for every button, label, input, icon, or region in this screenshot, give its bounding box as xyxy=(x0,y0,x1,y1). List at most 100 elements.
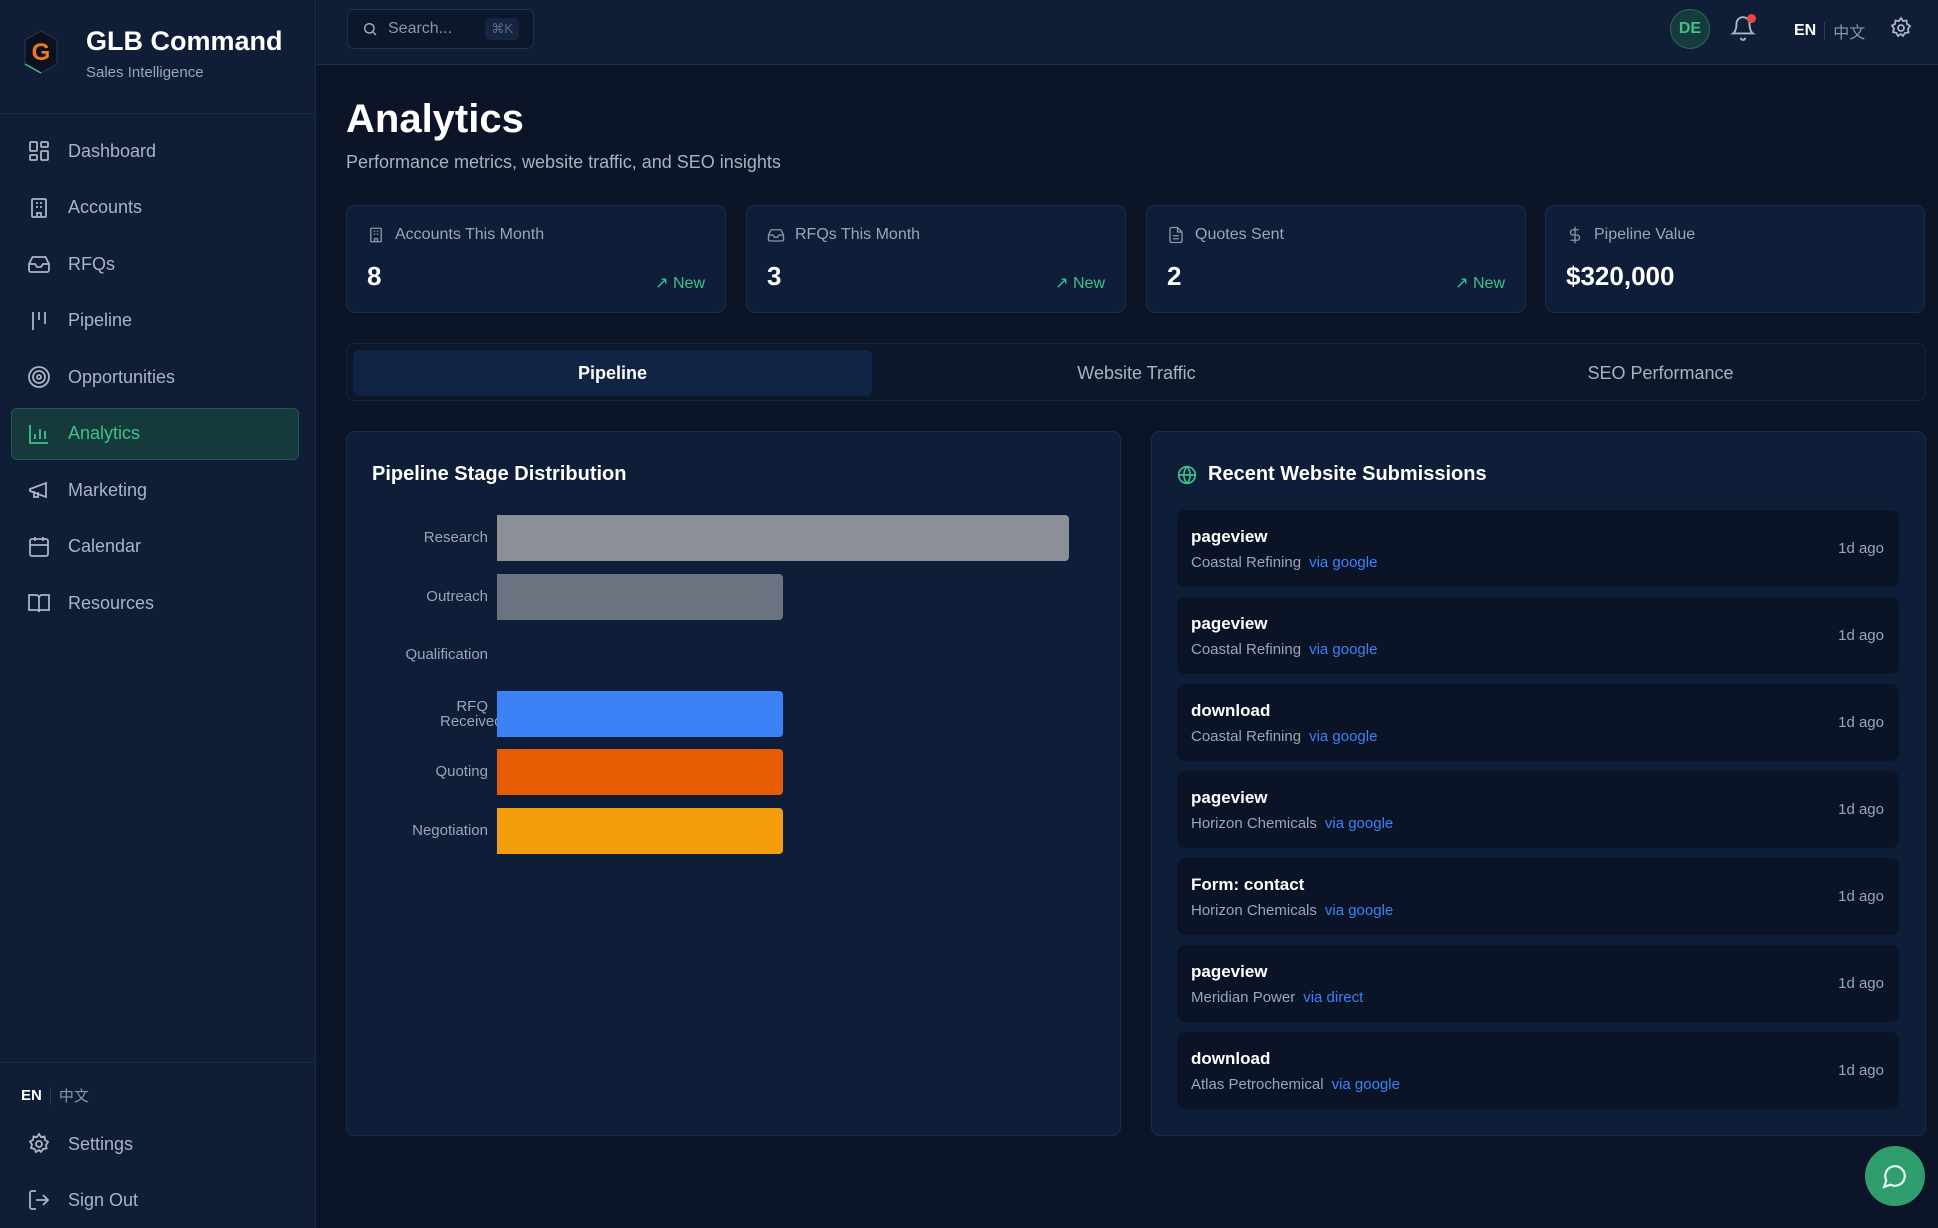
bar-label: RFQ Received xyxy=(440,697,503,730)
stat-value: $320,000 xyxy=(1566,261,1675,291)
submission-meta: Coastal Refining via google xyxy=(1191,554,1377,571)
stat-label: Accounts This Month xyxy=(395,226,545,243)
submission-time: 1d ago xyxy=(1838,627,1884,644)
bar-label: Negotiation xyxy=(412,821,488,839)
megaphone-icon xyxy=(29,481,47,499)
sidebar-item-analytics[interactable]: Analytics xyxy=(11,407,299,460)
trend-label: New xyxy=(1472,275,1505,292)
settings-button[interactable]: Settings xyxy=(11,1118,300,1170)
brand-subtitle: Sales Intelligence xyxy=(86,64,204,81)
tab-website-traffic[interactable]: Website Traffic xyxy=(1077,362,1196,383)
submissions-title-text: Recent Website Submissions xyxy=(1208,463,1487,485)
pipeline-chart-card: Pipeline Stage Distribution Research Outr… xyxy=(346,431,1121,1136)
submission-item[interactable]: Form: contact Horizon Chemicals via googl… xyxy=(1177,858,1899,935)
sidebar-item-label: Resources xyxy=(68,592,155,613)
bar-quoting[interactable] xyxy=(497,749,783,795)
submission-type: pageview xyxy=(1191,788,1268,807)
submission-type: download xyxy=(1191,1049,1271,1068)
divider xyxy=(1824,22,1826,40)
divider xyxy=(49,1086,51,1105)
sidebar-item-label: Marketing xyxy=(68,479,148,500)
notifications-button[interactable] xyxy=(1730,14,1760,44)
submission-meta: Horizon Chemicals via google xyxy=(1191,902,1393,919)
bar-label: Outreach xyxy=(426,587,488,605)
analytics-tabs: Pipeline Website Traffic SEO Performance xyxy=(346,343,1926,401)
sidebar-item-calendar[interactable]: Calendar xyxy=(11,521,299,573)
submission-company: Horizon Chemicals xyxy=(1191,815,1317,832)
submission-item[interactable]: pageview Coastal Refining via google 1d a… xyxy=(1177,510,1899,587)
submission-company: Horizon Chemicals xyxy=(1191,902,1317,919)
lang-zh[interactable]: 中文 xyxy=(58,1088,89,1105)
submission-meta: Coastal Refining via google xyxy=(1191,641,1377,658)
tab-seo-performance[interactable]: SEO Performance xyxy=(1587,362,1734,383)
sidebar-item-opportunities[interactable]: Opportunities xyxy=(11,351,299,403)
bar-label: Qualification xyxy=(405,646,488,663)
sign-out-label: Sign Out xyxy=(68,1189,139,1210)
pipeline-icon xyxy=(32,311,46,330)
submission-type: pageview xyxy=(1191,962,1268,981)
trending-up-icon: ↗ xyxy=(1055,275,1073,292)
brand-title: GLB Command xyxy=(86,26,283,56)
submissions-title: Recent Website Submissions xyxy=(1177,463,1487,486)
settings-label: Settings xyxy=(68,1133,134,1154)
chat-button[interactable] xyxy=(1865,1146,1925,1206)
lang-en[interactable]: EN xyxy=(21,1087,42,1104)
sidebar-item-accounts[interactable]: Accounts xyxy=(11,182,299,234)
submission-item[interactable]: pageview Horizon Chemicals via google 1d … xyxy=(1177,771,1899,848)
search-input[interactable]: Search... ⌘K xyxy=(347,9,534,49)
submission-source: via google xyxy=(1324,815,1394,832)
submission-source: via google xyxy=(1309,554,1378,571)
submission-item[interactable]: pageview Coastal Refining via google 1d a… xyxy=(1177,597,1899,674)
submission-meta: Meridian Power via direct xyxy=(1191,989,1363,1006)
sidebar-item-label: Calendar xyxy=(68,536,142,556)
submission-time: 1d ago xyxy=(1838,975,1884,992)
trend-badge: ↗ New xyxy=(655,273,705,293)
sidebar: G GLB Command Sales Intelligence Dashboa… xyxy=(0,0,316,1228)
sidebar-nav: Dashboard Accounts RFQs Pipeline Opportu… xyxy=(11,125,299,634)
sidebar-item-label: Opportunities xyxy=(68,366,176,387)
sidebar-item-label: RFQs xyxy=(68,253,115,274)
submission-item[interactable]: download Atlas Petrochemical via google 1… xyxy=(1177,1032,1899,1109)
svg-text:G: G xyxy=(32,39,51,66)
submissions-card: Recent Website Submissions pageview Coas… xyxy=(1151,431,1926,1136)
sidebar-item-rfqs[interactable]: RFQs xyxy=(11,238,299,290)
settings-icon-button[interactable] xyxy=(1889,16,1913,45)
sign-out-icon xyxy=(29,1190,50,1210)
dashboard-icon xyxy=(29,141,49,161)
bar-label: Quoting xyxy=(435,763,488,780)
topbar: Search... ⌘K DE EN 中文 xyxy=(317,0,1938,65)
sidebar-item-dashboard[interactable]: Dashboard xyxy=(11,125,299,177)
submission-source: via direct xyxy=(1303,989,1364,1006)
sidebar-item-resources[interactable]: Resources xyxy=(11,577,299,629)
stat-card-pipeline-value: Pipeline Value $320,000 xyxy=(1545,205,1925,313)
sidebar-footer: EN 中文 Settings Sign Out xyxy=(0,1062,315,1210)
submission-time: 1d ago xyxy=(1838,801,1884,818)
bar-rfq-received[interactable] xyxy=(497,690,783,737)
submission-time: 1d ago xyxy=(1838,888,1884,905)
avatar[interactable]: DE xyxy=(1670,9,1710,49)
bar-negotiation[interactable] xyxy=(497,807,783,854)
submission-meta: Atlas Petrochemical via google xyxy=(1191,1076,1400,1093)
language-switcher: EN 中文 xyxy=(21,1085,89,1106)
lang-zh[interactable]: 中文 xyxy=(1833,25,1866,42)
globe-icon xyxy=(1177,465,1197,484)
bar-research[interactable] xyxy=(497,515,1069,561)
sidebar-item-pipeline[interactable]: Pipeline xyxy=(11,295,299,347)
tab-pipeline[interactable]: Pipeline xyxy=(353,350,872,396)
stat-value: 8 xyxy=(367,261,382,291)
building-icon xyxy=(370,227,382,243)
submission-time: 1d ago xyxy=(1838,540,1884,557)
sidebar-item-marketing[interactable]: Marketing xyxy=(11,464,299,516)
submission-item[interactable]: download Coastal Refining via google 1d a… xyxy=(1177,684,1899,761)
lang-en[interactable]: EN xyxy=(1794,22,1817,39)
gear-icon xyxy=(1890,16,1912,38)
bar-outreach[interactable] xyxy=(497,573,783,620)
sign-out-button[interactable]: Sign Out xyxy=(11,1174,300,1226)
calendar-icon xyxy=(29,536,49,557)
submission-type: pageview xyxy=(1191,614,1268,633)
stat-label: Quotes Sent xyxy=(1195,226,1284,243)
stat-value: 2 xyxy=(1167,261,1182,291)
submission-type: Form: contact xyxy=(1191,875,1305,894)
target-icon xyxy=(28,366,50,388)
submission-item[interactable]: pageview Meridian Power via direct 1d ago xyxy=(1177,945,1899,1022)
